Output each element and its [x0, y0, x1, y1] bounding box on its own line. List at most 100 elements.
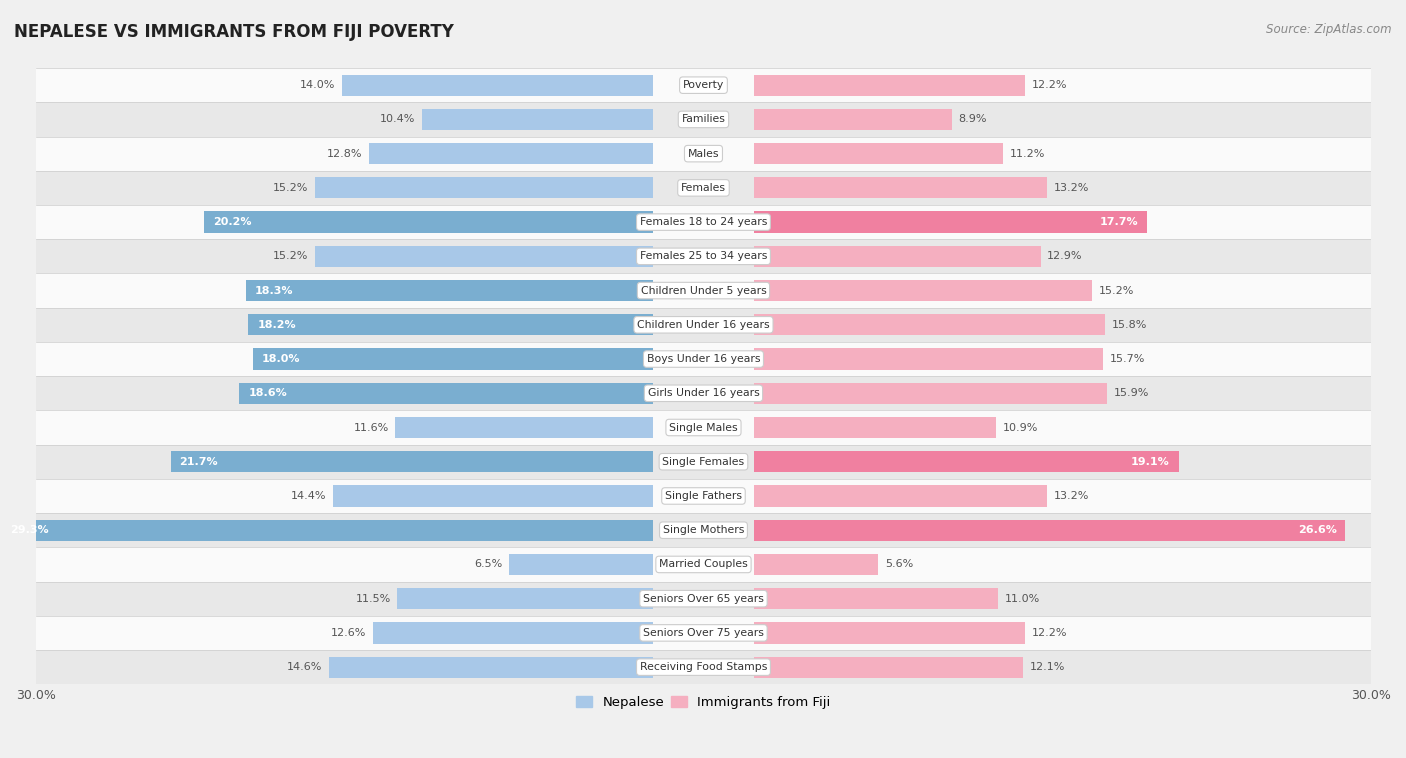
Bar — [37, 308, 1371, 342]
Bar — [315, 246, 654, 267]
Text: 15.9%: 15.9% — [1114, 388, 1150, 398]
Bar — [754, 280, 1092, 301]
Bar — [37, 102, 1371, 136]
Bar — [368, 143, 654, 164]
Bar — [754, 143, 1002, 164]
Text: 21.7%: 21.7% — [180, 457, 218, 467]
Bar — [249, 315, 654, 336]
Text: 17.7%: 17.7% — [1099, 217, 1139, 227]
Text: Seniors Over 75 years: Seniors Over 75 years — [643, 628, 763, 638]
Bar — [398, 588, 654, 609]
Text: 14.6%: 14.6% — [287, 662, 322, 672]
Text: Poverty: Poverty — [683, 80, 724, 90]
Bar — [754, 246, 1040, 267]
Bar — [342, 74, 654, 96]
Text: 11.2%: 11.2% — [1010, 149, 1045, 158]
Bar — [1, 519, 654, 540]
Text: Children Under 5 years: Children Under 5 years — [641, 286, 766, 296]
Text: Boys Under 16 years: Boys Under 16 years — [647, 354, 761, 364]
Text: 10.9%: 10.9% — [1002, 422, 1038, 433]
Bar — [509, 554, 654, 575]
Bar — [754, 656, 1022, 678]
Text: 26.6%: 26.6% — [1298, 525, 1337, 535]
Bar — [754, 588, 998, 609]
Text: 12.1%: 12.1% — [1029, 662, 1064, 672]
Text: Girls Under 16 years: Girls Under 16 years — [648, 388, 759, 398]
Bar — [754, 554, 879, 575]
Text: 15.7%: 15.7% — [1109, 354, 1144, 364]
Text: 13.2%: 13.2% — [1054, 183, 1090, 193]
Text: Seniors Over 65 years: Seniors Over 65 years — [643, 594, 763, 603]
Bar — [37, 136, 1371, 171]
Text: 8.9%: 8.9% — [959, 114, 987, 124]
Bar — [37, 479, 1371, 513]
Text: 12.2%: 12.2% — [1032, 628, 1067, 638]
Bar — [754, 177, 1047, 199]
Bar — [37, 547, 1371, 581]
Text: Receiving Food Stamps: Receiving Food Stamps — [640, 662, 768, 672]
Text: Single Females: Single Females — [662, 457, 745, 467]
Text: Children Under 16 years: Children Under 16 years — [637, 320, 770, 330]
Text: 14.4%: 14.4% — [291, 491, 326, 501]
Text: 18.2%: 18.2% — [257, 320, 295, 330]
Text: Source: ZipAtlas.com: Source: ZipAtlas.com — [1267, 23, 1392, 36]
Bar — [253, 349, 654, 370]
Text: 10.4%: 10.4% — [380, 114, 415, 124]
Text: 19.1%: 19.1% — [1130, 457, 1170, 467]
Bar — [754, 211, 1147, 233]
Text: 13.2%: 13.2% — [1054, 491, 1090, 501]
Bar — [754, 622, 1025, 644]
Bar — [239, 383, 654, 404]
Bar — [754, 315, 1105, 336]
Bar — [754, 451, 1178, 472]
Text: 29.3%: 29.3% — [10, 525, 49, 535]
Bar — [37, 342, 1371, 376]
Text: 5.6%: 5.6% — [884, 559, 912, 569]
Bar — [754, 74, 1025, 96]
Bar — [37, 615, 1371, 650]
Text: Females 18 to 24 years: Females 18 to 24 years — [640, 217, 768, 227]
Text: Females 25 to 34 years: Females 25 to 34 years — [640, 252, 768, 262]
Bar — [395, 417, 654, 438]
Bar — [754, 109, 952, 130]
Text: 18.6%: 18.6% — [249, 388, 287, 398]
Text: Families: Families — [682, 114, 725, 124]
Text: 12.6%: 12.6% — [330, 628, 367, 638]
Text: 15.2%: 15.2% — [273, 183, 308, 193]
Text: 15.2%: 15.2% — [273, 252, 308, 262]
Text: 11.5%: 11.5% — [356, 594, 391, 603]
Text: NEPALESE VS IMMIGRANTS FROM FIJI POVERTY: NEPALESE VS IMMIGRANTS FROM FIJI POVERTY — [14, 23, 454, 41]
Bar — [37, 274, 1371, 308]
Bar — [204, 211, 654, 233]
Bar — [754, 519, 1346, 540]
Bar — [170, 451, 654, 472]
Text: 18.3%: 18.3% — [254, 286, 294, 296]
Text: 15.2%: 15.2% — [1098, 286, 1133, 296]
Text: 6.5%: 6.5% — [474, 559, 502, 569]
Text: 12.2%: 12.2% — [1032, 80, 1067, 90]
Text: Females: Females — [681, 183, 725, 193]
Bar — [754, 417, 995, 438]
Bar — [37, 171, 1371, 205]
Bar — [37, 445, 1371, 479]
Text: 18.0%: 18.0% — [262, 354, 301, 364]
Bar — [329, 656, 654, 678]
Bar — [37, 205, 1371, 240]
Bar — [37, 581, 1371, 615]
Bar — [37, 410, 1371, 445]
Text: 12.8%: 12.8% — [326, 149, 361, 158]
Text: Single Males: Single Males — [669, 422, 738, 433]
Bar — [37, 240, 1371, 274]
Bar — [37, 650, 1371, 684]
Bar — [422, 109, 654, 130]
Bar — [373, 622, 654, 644]
Bar — [754, 485, 1047, 506]
Bar — [37, 68, 1371, 102]
Text: Married Couples: Married Couples — [659, 559, 748, 569]
Text: Single Mothers: Single Mothers — [662, 525, 744, 535]
Bar — [246, 280, 654, 301]
Bar — [37, 513, 1371, 547]
Bar — [754, 383, 1108, 404]
Text: 12.9%: 12.9% — [1047, 252, 1083, 262]
Legend: Nepalese, Immigrants from Fiji: Nepalese, Immigrants from Fiji — [571, 691, 837, 715]
